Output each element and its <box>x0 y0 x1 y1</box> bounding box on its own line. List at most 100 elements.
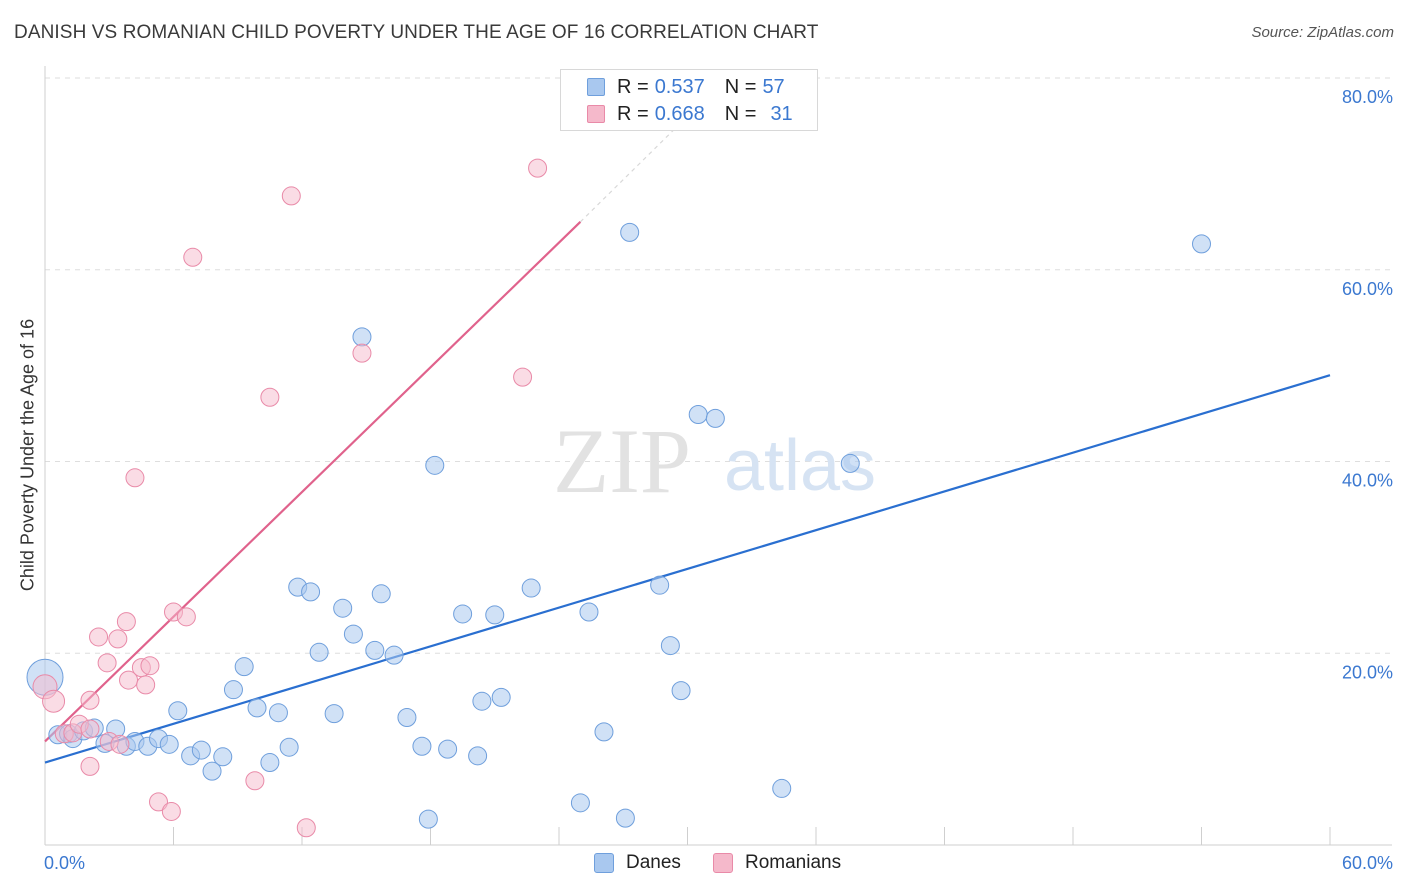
danes-point <box>168 701 188 721</box>
danes-point <box>468 746 488 766</box>
romanians-legend-swatch <box>713 853 733 873</box>
danes-point <box>485 605 505 625</box>
romanians-point <box>161 801 181 821</box>
danes-point <box>213 747 233 767</box>
romanians-point <box>89 627 109 647</box>
danes-point <box>688 405 708 425</box>
legend-row-romanians: R = 0.668 N = 31 <box>587 101 799 127</box>
romanians-point <box>125 468 145 488</box>
romanians-point <box>80 756 100 776</box>
danes-point <box>418 809 438 829</box>
axes <box>44 66 1392 846</box>
series-legend: Danes Romanians <box>0 852 1406 878</box>
romanians-swatch <box>587 105 605 123</box>
danes-n-label: N = <box>724 75 757 98</box>
romanians-point <box>42 689 66 713</box>
danes-n-value: 57 <box>762 75 785 98</box>
romanians-point <box>136 675 156 695</box>
danes-point <box>412 736 432 756</box>
danes-point <box>309 642 329 662</box>
romanians-point <box>140 656 160 676</box>
danes-point <box>260 753 280 773</box>
danes-point <box>202 761 222 781</box>
grid-lines <box>45 77 1392 654</box>
romanians-point <box>245 771 265 791</box>
danes-point <box>594 722 614 742</box>
legend-item-danes[interactable]: Danes <box>594 852 681 874</box>
y-tick-label: 20.0% <box>1342 662 1393 682</box>
danes-point <box>268 703 288 723</box>
romanians-n-value: 31 <box>770 102 793 125</box>
danes-point <box>453 604 473 624</box>
romanians-point <box>183 247 203 267</box>
romanians-point <box>80 690 100 710</box>
source-note: Source: ZipAtlas.com <box>1251 24 1394 41</box>
romanians-point <box>260 387 280 407</box>
romanians-point <box>176 607 196 627</box>
danes-point <box>438 739 458 759</box>
danes-r-label: R = <box>617 75 649 98</box>
x-tick-label: 0.0% <box>44 853 85 873</box>
danes-point <box>324 704 344 724</box>
danes-point <box>705 408 725 428</box>
danes-point <box>772 778 792 798</box>
tick-labels: 20.0% 40.0% 60.0% 80.0% 0.0% 60.0% <box>44 87 1393 873</box>
romanians-n-label: N = <box>724 102 757 125</box>
danes-point <box>365 640 385 660</box>
stats-legend: R = 0.537 N = 57 R = 0.668 N = 31 <box>560 69 818 131</box>
danes-point <box>491 687 511 707</box>
data-points <box>26 158 1211 838</box>
danes-point <box>279 737 299 757</box>
danes-point <box>247 698 267 718</box>
romanians-point <box>352 343 372 363</box>
watermark-zip: ZIP <box>553 410 691 512</box>
danes-point <box>223 680 243 700</box>
romanians-point <box>108 629 128 649</box>
danes-point <box>352 327 372 347</box>
romanians-trend-extension <box>579 115 688 223</box>
danes-point <box>579 602 599 622</box>
danes-point <box>650 575 670 595</box>
danes-point <box>671 681 691 701</box>
danes-point <box>384 645 404 665</box>
danes-point <box>301 582 321 602</box>
danes-point <box>397 707 417 727</box>
x-tick-label: 60.0% <box>1342 853 1393 873</box>
y-axis-label: Child Poverty Under the Age of 16 <box>17 318 38 592</box>
romanians-trend-line <box>44 221 582 743</box>
danes-point <box>333 598 353 618</box>
y-tick-label: 60.0% <box>1342 279 1393 299</box>
chart-title: DANISH VS ROMANIAN CHILD POVERTY UNDER T… <box>14 22 819 43</box>
danes-point <box>159 734 179 754</box>
trend-lines <box>44 115 1331 764</box>
danes-trend-line <box>44 374 1331 764</box>
danes-point <box>521 578 541 598</box>
danes-point <box>615 808 635 828</box>
danes-legend-swatch <box>594 853 614 873</box>
romanians-point <box>513 367 533 387</box>
legend-row-danes: R = 0.537 N = 57 <box>587 74 791 100</box>
danes-swatch <box>587 78 605 96</box>
romanians-point <box>296 818 316 838</box>
danes-point <box>425 455 445 475</box>
romanians-point <box>116 612 136 632</box>
danes-point <box>840 453 860 473</box>
romanians-legend-label: Romanians <box>745 852 842 873</box>
romanians-point <box>528 158 548 178</box>
danes-legend-label: Danes <box>626 852 681 873</box>
danes-point <box>371 584 391 604</box>
romanians-r-value: 0.668 <box>654 102 705 125</box>
danes-point <box>343 624 363 644</box>
danes-point <box>620 222 640 242</box>
romanians-point <box>110 734 130 754</box>
romanians-r-label: R = <box>617 102 649 125</box>
y-tick-label: 80.0% <box>1342 87 1393 107</box>
romanians-point <box>80 719 100 739</box>
legend-item-romanians[interactable]: Romanians <box>713 852 841 874</box>
danes-point <box>472 691 492 711</box>
romanians-point <box>149 792 169 812</box>
danes-point <box>191 740 211 760</box>
danes-point <box>570 793 590 813</box>
danes-point <box>1192 234 1211 254</box>
